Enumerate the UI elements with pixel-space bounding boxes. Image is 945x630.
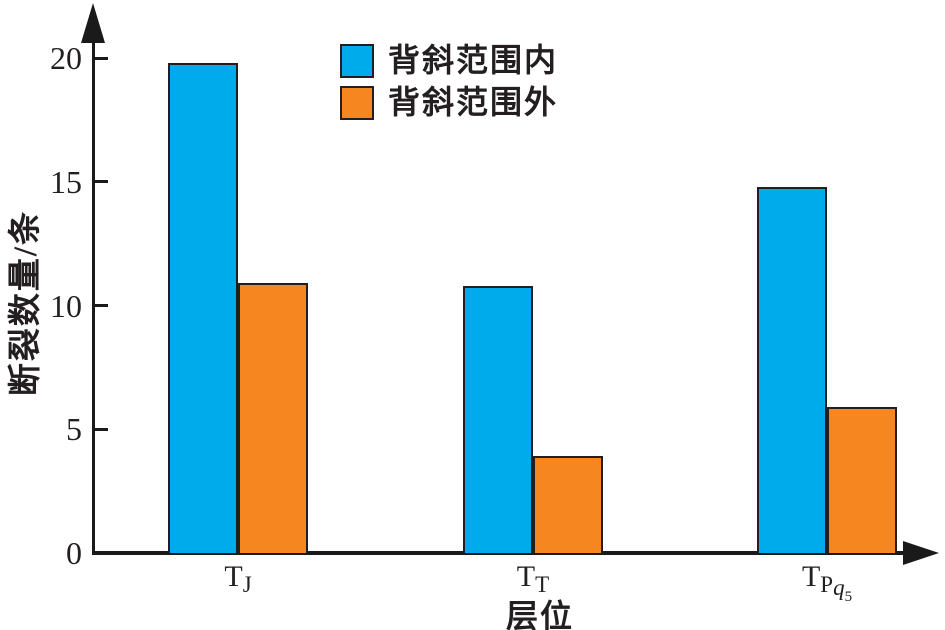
y-tick-15	[95, 180, 108, 184]
bar-inside-TT	[463, 286, 533, 553]
x-category-label-TJ: TJ	[224, 560, 252, 598]
bar-outside-TJ	[238, 283, 308, 553]
x-category-label-TT: TT	[516, 560, 550, 598]
x-axis-line	[92, 551, 905, 555]
legend-item-outside: 背斜范围外	[340, 85, 558, 120]
y-tick-label-5: 5	[66, 411, 82, 448]
y-axis-title: 断裂数量/条	[8, 209, 44, 397]
bar-inside-TPq5	[757, 187, 827, 553]
y-tick-10	[95, 304, 108, 307]
legend-label-inside: 背斜范围内	[388, 42, 559, 78]
bar-outside-TT	[533, 456, 603, 553]
legend: 背斜范围内 背斜范围外	[340, 43, 558, 127]
y-axis-arrow-icon	[81, 3, 105, 43]
legend-item-inside: 背斜范围内	[340, 43, 558, 78]
legend-swatch-inside-icon	[340, 43, 374, 78]
y-tick-label-15: 15	[50, 163, 82, 200]
y-tick-5	[95, 427, 108, 431]
y-tick-20	[95, 56, 108, 60]
x-category-label-TPq5: TPq5	[801, 560, 853, 606]
y-tick-label-0: 0	[66, 535, 82, 571]
y-tick-label-20: 20	[50, 40, 82, 76]
bar-inside-TJ	[168, 63, 238, 553]
y-tick-label-10: 10	[50, 287, 82, 324]
bar-outside-TPq5	[827, 407, 897, 553]
x-axis-title: 层位	[505, 598, 574, 630]
legend-swatch-outside-icon	[340, 85, 374, 120]
x-axis-arrow-icon	[903, 541, 939, 565]
legend-label-outside: 背斜范围外	[388, 84, 559, 120]
y-axis-line	[92, 30, 95, 555]
